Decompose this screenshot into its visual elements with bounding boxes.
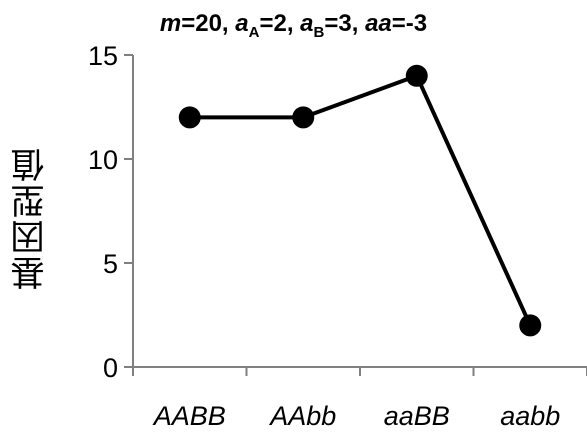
x-category-label: AAbb (268, 401, 336, 431)
y-tick-label: 5 (103, 249, 118, 279)
title-m-value: =20, (181, 10, 236, 37)
title-aB-subscript: B (313, 23, 325, 41)
data-point-aabb (519, 314, 542, 337)
data-point-aabb (178, 106, 201, 129)
y-tick-label: 10 (88, 145, 118, 175)
y-tick-label: 0 (103, 353, 118, 383)
title-aa-symbol: aa (365, 10, 392, 37)
series-line (189, 73, 533, 327)
x-category-label: aaBB (384, 401, 450, 431)
y-tick-label: 15 (88, 41, 118, 71)
title-aa-value: =-3 (391, 10, 428, 37)
data-point-aabb (405, 64, 428, 87)
title-aA-symbol: a (235, 10, 249, 37)
title-aB-value: =3, (324, 10, 366, 37)
x-category-label: AABB (152, 401, 226, 431)
title-aA-value: =2, (259, 10, 301, 37)
title-aB-symbol: a (300, 10, 314, 37)
chart-title: m=20, aA=2, aB=3, aa=-3 (0, 10, 587, 41)
title-aA-subscript: A (248, 23, 260, 41)
data-point-aabb (292, 106, 315, 129)
title-m-symbol: m (159, 10, 182, 37)
x-category-label: aabb (500, 401, 560, 431)
